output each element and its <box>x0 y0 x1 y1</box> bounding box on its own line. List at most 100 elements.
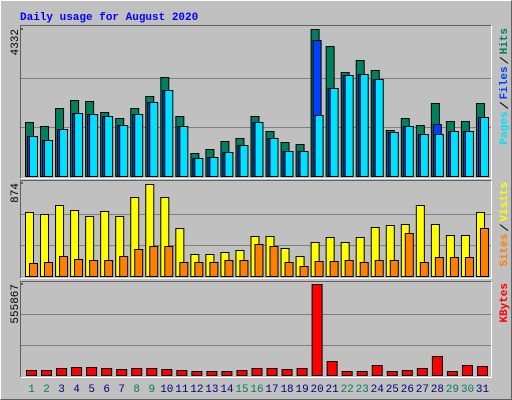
y-max-label: 4332 <box>10 29 22 55</box>
bar <box>374 79 384 177</box>
x-tick-label: 7 <box>118 384 125 396</box>
bar <box>89 114 99 177</box>
bar <box>314 261 324 277</box>
bar <box>254 122 264 177</box>
panel-shadow <box>20 281 492 378</box>
bar <box>449 257 459 277</box>
bar <box>434 134 444 177</box>
y-max-label: 555867 <box>10 284 22 324</box>
x-tick-label: 9 <box>148 384 155 396</box>
bar <box>269 138 279 177</box>
bar <box>401 370 413 376</box>
legend-separator <box>499 224 509 232</box>
bar <box>371 365 383 376</box>
x-tick-label: 28 <box>431 384 444 396</box>
bar <box>119 256 129 277</box>
legend-label: Sites <box>499 234 511 267</box>
bar <box>329 88 339 177</box>
bar <box>71 367 83 376</box>
bar <box>206 371 218 376</box>
bar <box>284 151 294 177</box>
bar <box>251 368 263 376</box>
bar <box>341 371 353 376</box>
x-tick-label: 31 <box>476 384 490 396</box>
x-tick-label: 20 <box>311 384 324 396</box>
x-tick-label: 13 <box>205 384 218 396</box>
bar <box>314 115 324 177</box>
legend-separator <box>499 102 509 109</box>
bar <box>194 158 204 177</box>
bar <box>449 131 459 177</box>
bar <box>254 244 264 277</box>
x-tick-label: 1 <box>28 384 35 396</box>
legend-label: Files <box>499 66 511 99</box>
bar <box>239 260 249 277</box>
bar <box>419 134 429 177</box>
x-tick-label: 5 <box>88 384 95 396</box>
panel-highlight <box>20 25 492 179</box>
x-tick-label: 16 <box>250 384 263 396</box>
x-tick-label: 30 <box>461 384 474 396</box>
bar <box>56 368 68 376</box>
legend-label: KBytes <box>499 283 511 323</box>
bar <box>146 368 158 376</box>
legend: Sites Visits <box>499 182 511 267</box>
bar <box>239 145 249 177</box>
bar <box>374 260 384 277</box>
x-tick-label: 26 <box>401 384 414 396</box>
x-tick-label: 25 <box>386 384 399 396</box>
x-tick-label: 14 <box>220 384 234 396</box>
y-max-label: 874 <box>10 183 22 203</box>
bar <box>359 262 369 277</box>
bar <box>296 368 308 376</box>
x-tick-label: 21 <box>326 384 340 396</box>
bar <box>389 260 399 277</box>
bar <box>164 90 174 177</box>
bar <box>464 131 474 177</box>
panel-highlight <box>20 180 492 279</box>
bar <box>209 262 219 277</box>
bar <box>134 249 144 277</box>
bar <box>476 366 488 376</box>
bar <box>89 260 99 277</box>
legend: KBytes <box>499 283 511 323</box>
x-tick-label: 23 <box>356 384 369 396</box>
bar <box>29 136 38 177</box>
bar <box>359 74 369 177</box>
bar <box>26 370 37 376</box>
bar <box>194 262 204 277</box>
legend-separator <box>499 57 509 64</box>
bar <box>44 262 54 277</box>
bar <box>191 371 203 376</box>
bar <box>269 246 279 277</box>
x-tick-label: 17 <box>265 384 278 396</box>
x-tick-label: 11 <box>175 384 189 396</box>
legend-label: Pages <box>499 111 511 144</box>
bar <box>281 369 293 376</box>
panel-highlight <box>20 281 492 378</box>
bar <box>86 367 98 376</box>
bar <box>179 262 189 277</box>
bar <box>464 257 474 277</box>
bar <box>356 371 368 376</box>
bar <box>299 151 309 177</box>
bar <box>404 126 414 177</box>
bar <box>431 356 443 376</box>
bar <box>299 266 309 277</box>
bar <box>386 371 398 376</box>
bar <box>59 129 69 177</box>
x-tick-label: 8 <box>133 384 140 396</box>
bar <box>434 257 444 277</box>
bar <box>446 371 458 376</box>
bar <box>149 246 159 277</box>
panel-shadow <box>20 25 492 179</box>
x-tick-label: 22 <box>341 384 354 396</box>
bar <box>404 233 414 277</box>
bar <box>284 262 294 277</box>
bar <box>221 371 233 376</box>
bar <box>59 256 69 277</box>
bar <box>29 263 38 277</box>
bar <box>479 228 489 277</box>
legend: Pages Files Hits <box>499 28 511 144</box>
